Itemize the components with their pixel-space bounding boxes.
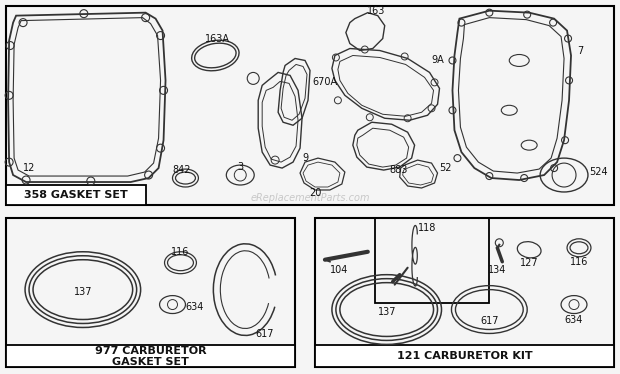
Text: 524: 524 [589,167,608,177]
Text: 116: 116 [570,257,588,267]
Text: 163: 163 [367,6,385,16]
Text: 7: 7 [577,46,583,55]
Text: 9: 9 [302,153,308,163]
Text: 137: 137 [74,286,92,297]
Text: 134: 134 [488,265,507,275]
Bar [6,6,614,205]
Text: 52: 52 [440,163,452,173]
Text: 20: 20 [309,188,321,198]
Text: 358 GASKET SET: 358 GASKET SET [24,190,128,200]
Text: 127: 127 [520,258,539,268]
Bar [6,346,295,367]
Bar [315,346,614,367]
Bar [374,218,489,303]
Text: 116: 116 [171,247,190,257]
Bar [6,218,295,367]
Text: 634: 634 [185,301,204,312]
Text: 3: 3 [237,162,243,172]
Text: eReplacementParts.com: eReplacementParts.com [250,193,370,203]
Text: 9A: 9A [432,55,445,65]
Bar [6,185,146,205]
Bar [315,218,614,367]
Text: 163A: 163A [205,34,231,43]
Text: 634: 634 [565,315,583,325]
Text: 104: 104 [330,265,348,275]
Text: 121 CARBURETOR KIT: 121 CARBURETOR KIT [397,351,532,361]
Text: 12: 12 [23,163,35,173]
Text: 883: 883 [390,165,408,175]
Text: 617: 617 [255,329,273,340]
Text: 617: 617 [480,316,498,327]
Text: 137: 137 [378,307,396,316]
Text: 842: 842 [172,165,191,175]
Text: 977 CARBURETOR
GASKET SET: 977 CARBURETOR GASKET SET [95,346,206,367]
Text: 670A: 670A [312,77,337,88]
Text: 118: 118 [418,223,436,233]
